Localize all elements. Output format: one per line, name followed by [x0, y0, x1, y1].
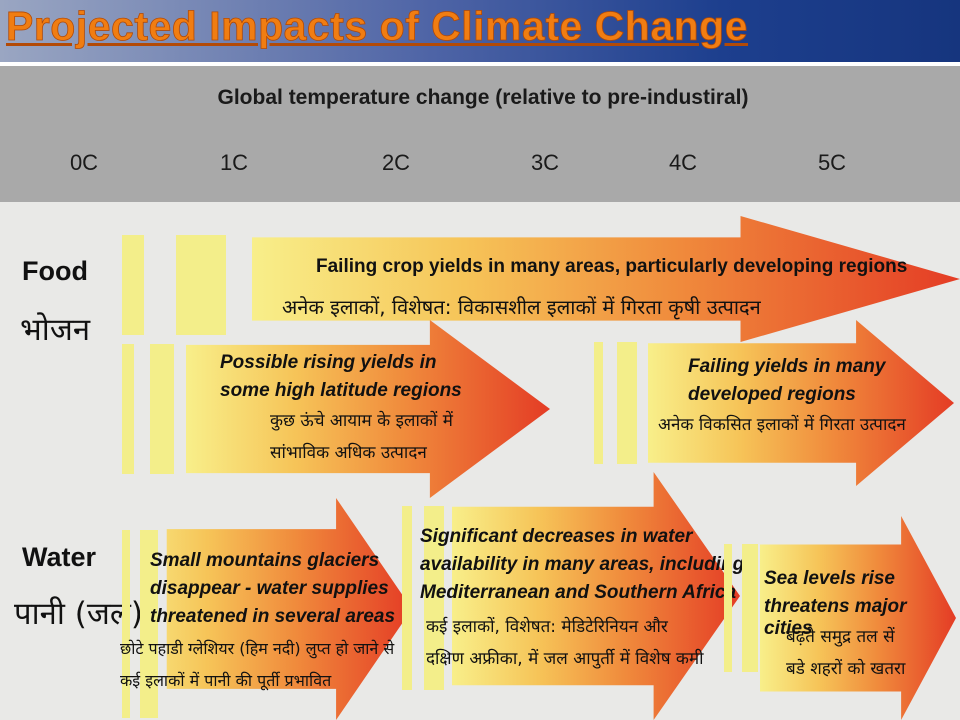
tick-5c: 5C	[817, 150, 847, 175]
gradient-bar	[724, 544, 732, 672]
glaciers-hindi-2: कई इलाकों में पानी की पूर्ती प्रभावित	[120, 671, 332, 690]
developed-yields-text-1: Failing yields in many	[688, 356, 886, 377]
glaciers-text-2: disappear - water supplies	[150, 578, 389, 599]
glaciers-hindi-1: छोटे पहाडी ग्लेशियर (हिम नदी) लुप्त हो ज…	[120, 639, 395, 658]
glaciers-arrow	[120, 498, 412, 720]
water-label: Water	[22, 542, 97, 572]
developed-yields-arrow	[648, 320, 954, 486]
tick-1c: 1C	[219, 150, 249, 175]
food-label: Food	[22, 256, 88, 286]
tick-4c: 4C	[668, 150, 698, 175]
water-decreases-text-2: availability in many areas, including	[420, 554, 745, 575]
gradient-bar	[122, 235, 144, 335]
rising-yields-text-2: some high latitude regions	[220, 380, 462, 401]
gradient-bar	[122, 344, 134, 474]
temperature-band	[0, 66, 960, 202]
developed-yields-hindi: अनेक विकसित इलाकों में गिरता उत्पादन	[658, 415, 906, 435]
food-label-hindi: भोजन	[20, 312, 91, 348]
water-label-hindi: पानी (जल)	[14, 596, 143, 632]
gradient-bar	[150, 344, 174, 474]
gradient-bar	[402, 506, 412, 690]
gradient-bar	[742, 544, 758, 672]
gradient-bar	[594, 342, 603, 464]
gradient-bar	[122, 530, 130, 718]
rising-yields-arrow	[186, 320, 550, 498]
page-title: Projected Impacts of Climate Change	[6, 3, 749, 50]
water-decreases-text-3: Mediterranean and Southern Africa	[420, 582, 737, 603]
title-bar	[0, 0, 960, 66]
water-decreases-hindi-2: दक्षिण अफ्रीका, में जल आपुर्ती में विशेष…	[426, 649, 704, 669]
gradient-bar	[424, 506, 444, 690]
rising-yields-text-1: Possible rising yields in	[220, 352, 437, 373]
sea-levels-text-2: threatens major cities	[764, 596, 907, 639]
gradient-bar	[617, 342, 637, 464]
sea-levels-arrow	[760, 516, 956, 720]
title-rule	[0, 62, 960, 66]
gradient-bar	[140, 530, 158, 718]
sea-levels-hindi-2: बडे शहरों को खतरा	[786, 659, 906, 679]
crop-yields-hindi: अनेक इलाकों, विशेषत: विकासशील इलाकों में…	[282, 295, 761, 319]
rising-yields-hindi-1: कुछ ऊंचे आयाम के इलाकों में	[270, 411, 453, 431]
crop-yields-text: Failing crop yields in many areas, parti…	[316, 256, 908, 277]
developed-yields-text-2: developed regions	[688, 384, 856, 405]
sea-levels-text-1: Sea levels rise	[764, 568, 895, 589]
tick-0c: 0C	[69, 150, 99, 175]
sea-levels-hindi-1: बढ़ते समुद्र तल सें	[786, 627, 895, 647]
water-decreases-hindi-1: कई इलाकों, विशेषत: मेडिटेरिनियन और	[426, 617, 668, 637]
glaciers-text-3: threatened in several areas	[150, 606, 396, 627]
crop-yields-arrow	[252, 216, 960, 342]
tick-2c: 2C	[381, 150, 411, 175]
axis-title: Global temperature change (relative to p…	[217, 86, 749, 109]
gradient-bar	[176, 235, 226, 335]
tick-3c: 3C	[530, 150, 560, 175]
rising-yields-hindi-2: सांभाविक अधिक उत्पादन	[270, 443, 427, 463]
water-decreases-text-1: Significant decreases in water	[420, 526, 693, 547]
water-decreases-arrow	[452, 472, 740, 720]
glaciers-text-1: Small mountains glaciers	[150, 550, 380, 571]
